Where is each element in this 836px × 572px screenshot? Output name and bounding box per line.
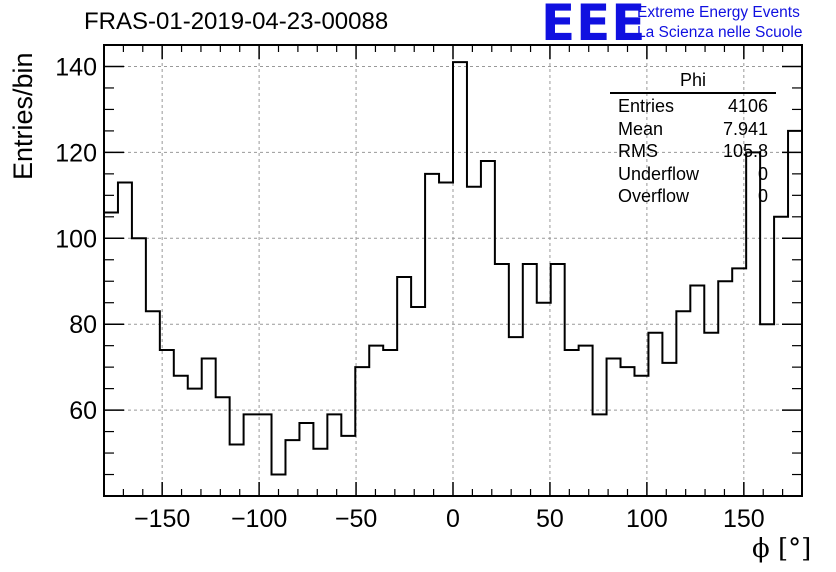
eee-logo: EEE xyxy=(541,0,647,52)
x-tick-label: 50 xyxy=(536,505,564,533)
stats-row: Overflow 0 xyxy=(610,186,776,209)
x-tick-label: 150 xyxy=(723,505,765,533)
axis-ticks xyxy=(104,44,802,496)
x-tick-label: −50 xyxy=(335,505,377,533)
x-tick-labels: −150 −100 −50 0 50 100 150 xyxy=(134,505,765,533)
stats-label: Entries xyxy=(618,96,675,116)
stats-value: 7.941 xyxy=(722,118,768,139)
logo-line-2: La Scienza nelle Scuole xyxy=(637,24,803,41)
y-tick-label: 80 xyxy=(69,311,97,339)
stats-value: 0 xyxy=(757,163,768,184)
logo-line-1: Extreme Energy Events xyxy=(637,4,800,21)
eee-logo-text: Extreme Energy Events La Scienza nelle S… xyxy=(637,3,802,43)
stats-row: Mean 7.941 xyxy=(610,119,776,142)
plot-frame xyxy=(103,44,803,497)
stats-value: 105.8 xyxy=(722,141,768,161)
stats-value: 4106 xyxy=(727,96,768,116)
y-tick-label: 140 xyxy=(55,53,97,81)
stats-label: Underflow xyxy=(618,163,700,184)
y-tick-label: 120 xyxy=(55,139,97,167)
stats-box: Phi Entries 4106 Mean 7.941 RMS 105.8 Under… xyxy=(610,70,776,209)
x-tick-label: −150 xyxy=(134,505,190,533)
stats-label: Mean xyxy=(618,118,664,139)
x-tick-label: −100 xyxy=(231,505,287,533)
stats-row: Underflow 0 xyxy=(610,164,776,187)
y-tick-label: 60 xyxy=(69,397,97,425)
y-tick-label: 100 xyxy=(55,225,97,253)
stats-row: RMS 105.8 xyxy=(610,141,776,164)
stats-value: 0 xyxy=(757,186,768,206)
stats-label: RMS xyxy=(618,141,658,161)
chart-title: FRAS-01-2019-04-23-00088 xyxy=(84,8,389,35)
stats-label: Overflow xyxy=(618,186,690,206)
y-axis-label: Entries/bin xyxy=(8,52,38,180)
stats-title: Phi xyxy=(610,70,776,94)
y-tick-labels: 60 80 100 120 140 xyxy=(55,53,97,425)
x-axis-label: ϕ [°] xyxy=(752,534,812,564)
stats-row: Entries 4106 xyxy=(610,96,776,119)
x-tick-label: 100 xyxy=(626,505,668,533)
x-tick-label: 0 xyxy=(446,505,460,533)
histogram-line xyxy=(104,61,802,476)
